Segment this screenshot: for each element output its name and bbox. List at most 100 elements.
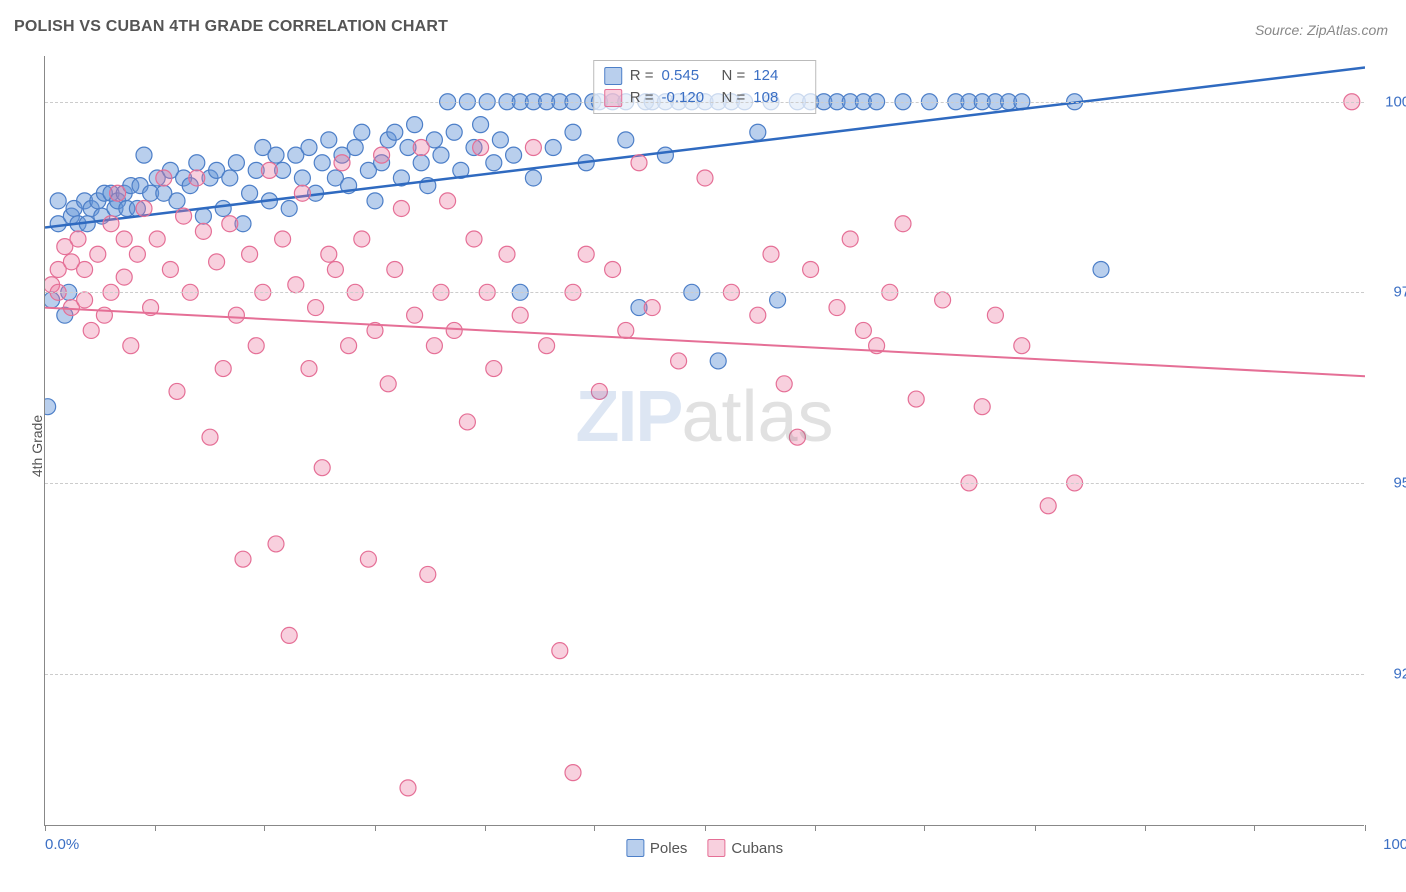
data-point <box>301 361 317 377</box>
data-point <box>189 170 205 186</box>
data-point <box>473 117 489 133</box>
y-tick-label: 100.0% <box>1376 93 1406 110</box>
x-tick <box>45 825 46 831</box>
data-point <box>374 147 390 163</box>
data-point <box>466 231 482 247</box>
x-tick <box>1365 825 1366 831</box>
n-label: N = <box>722 65 746 87</box>
legend-swatch <box>626 839 644 857</box>
data-point <box>545 139 561 155</box>
data-point <box>492 132 508 148</box>
data-point <box>215 361 231 377</box>
data-point <box>433 147 449 163</box>
series-legend: Poles Cubans <box>626 839 783 857</box>
data-point <box>50 193 66 209</box>
data-point <box>426 338 442 354</box>
gridline <box>45 674 1364 675</box>
data-point <box>842 231 858 247</box>
x-tick <box>155 825 156 831</box>
data-point <box>657 147 673 163</box>
data-point <box>222 170 238 186</box>
data-point <box>420 566 436 582</box>
data-point <box>803 261 819 277</box>
legend-swatch <box>604 89 622 107</box>
y-axis-label: 4th Grade <box>29 415 45 477</box>
data-point <box>525 170 541 186</box>
data-point <box>367 193 383 209</box>
data-point <box>987 307 1003 323</box>
data-point <box>136 147 152 163</box>
data-point <box>895 216 911 232</box>
gridline <box>45 102 1364 103</box>
data-point <box>281 200 297 216</box>
data-point <box>242 246 258 262</box>
gridline <box>45 483 1364 484</box>
data-point <box>341 338 357 354</box>
x-tick <box>815 825 816 831</box>
data-point <box>446 124 462 140</box>
data-point <box>110 185 126 201</box>
data-point <box>354 124 370 140</box>
data-point <box>321 132 337 148</box>
data-point <box>525 139 541 155</box>
data-point <box>77 292 93 308</box>
x-tick <box>1145 825 1146 831</box>
data-point <box>935 292 951 308</box>
data-point <box>123 338 139 354</box>
data-point <box>459 414 475 430</box>
data-point <box>565 124 581 140</box>
data-point <box>103 216 119 232</box>
data-point <box>189 155 205 171</box>
data-point <box>776 376 792 392</box>
r-label: R = <box>630 65 654 87</box>
data-point <box>242 185 258 201</box>
x-tick <box>264 825 265 831</box>
data-point <box>789 429 805 445</box>
data-point <box>644 300 660 316</box>
data-point <box>1014 338 1030 354</box>
data-point <box>288 277 304 293</box>
data-point <box>195 208 211 224</box>
data-point <box>116 269 132 285</box>
data-point <box>321 246 337 262</box>
data-point <box>334 155 350 171</box>
legend-swatch <box>604 67 622 85</box>
data-point <box>697 170 713 186</box>
x-tick <box>1035 825 1036 831</box>
data-point <box>387 124 403 140</box>
correlation-legend-row: R =-0.120N =108 <box>604 87 806 109</box>
data-point <box>116 231 132 247</box>
data-point <box>294 170 310 186</box>
data-point <box>228 155 244 171</box>
data-point <box>407 307 423 323</box>
data-point <box>268 536 284 552</box>
correlation-legend-row: R =0.545N =124 <box>604 65 806 87</box>
legend-label: Poles <box>650 840 688 857</box>
data-point <box>222 216 238 232</box>
data-point <box>552 643 568 659</box>
data-point <box>162 261 178 277</box>
data-point <box>855 322 871 338</box>
n-value: 108 <box>753 87 805 109</box>
data-point <box>149 231 165 247</box>
y-tick-label: 95.0% <box>1376 474 1406 491</box>
data-point <box>486 155 502 171</box>
data-point <box>393 200 409 216</box>
data-point <box>308 300 324 316</box>
data-point <box>618 322 634 338</box>
data-point <box>235 551 251 567</box>
data-point <box>314 155 330 171</box>
correlation-legend: R =0.545N =124R =-0.120N =108 <box>593 60 817 114</box>
data-point <box>605 261 621 277</box>
data-point <box>45 399 56 415</box>
data-point <box>512 307 528 323</box>
data-point <box>136 200 152 216</box>
source-label: Source: ZipAtlas.com <box>1255 22 1388 38</box>
data-point <box>770 292 786 308</box>
data-point <box>90 246 106 262</box>
data-point <box>671 353 687 369</box>
data-point <box>169 193 185 209</box>
legend-label: Cubans <box>731 840 783 857</box>
r-value: -0.120 <box>662 87 714 109</box>
chart-title: POLISH VS CUBAN 4TH GRADE CORRELATION CH… <box>14 18 448 36</box>
